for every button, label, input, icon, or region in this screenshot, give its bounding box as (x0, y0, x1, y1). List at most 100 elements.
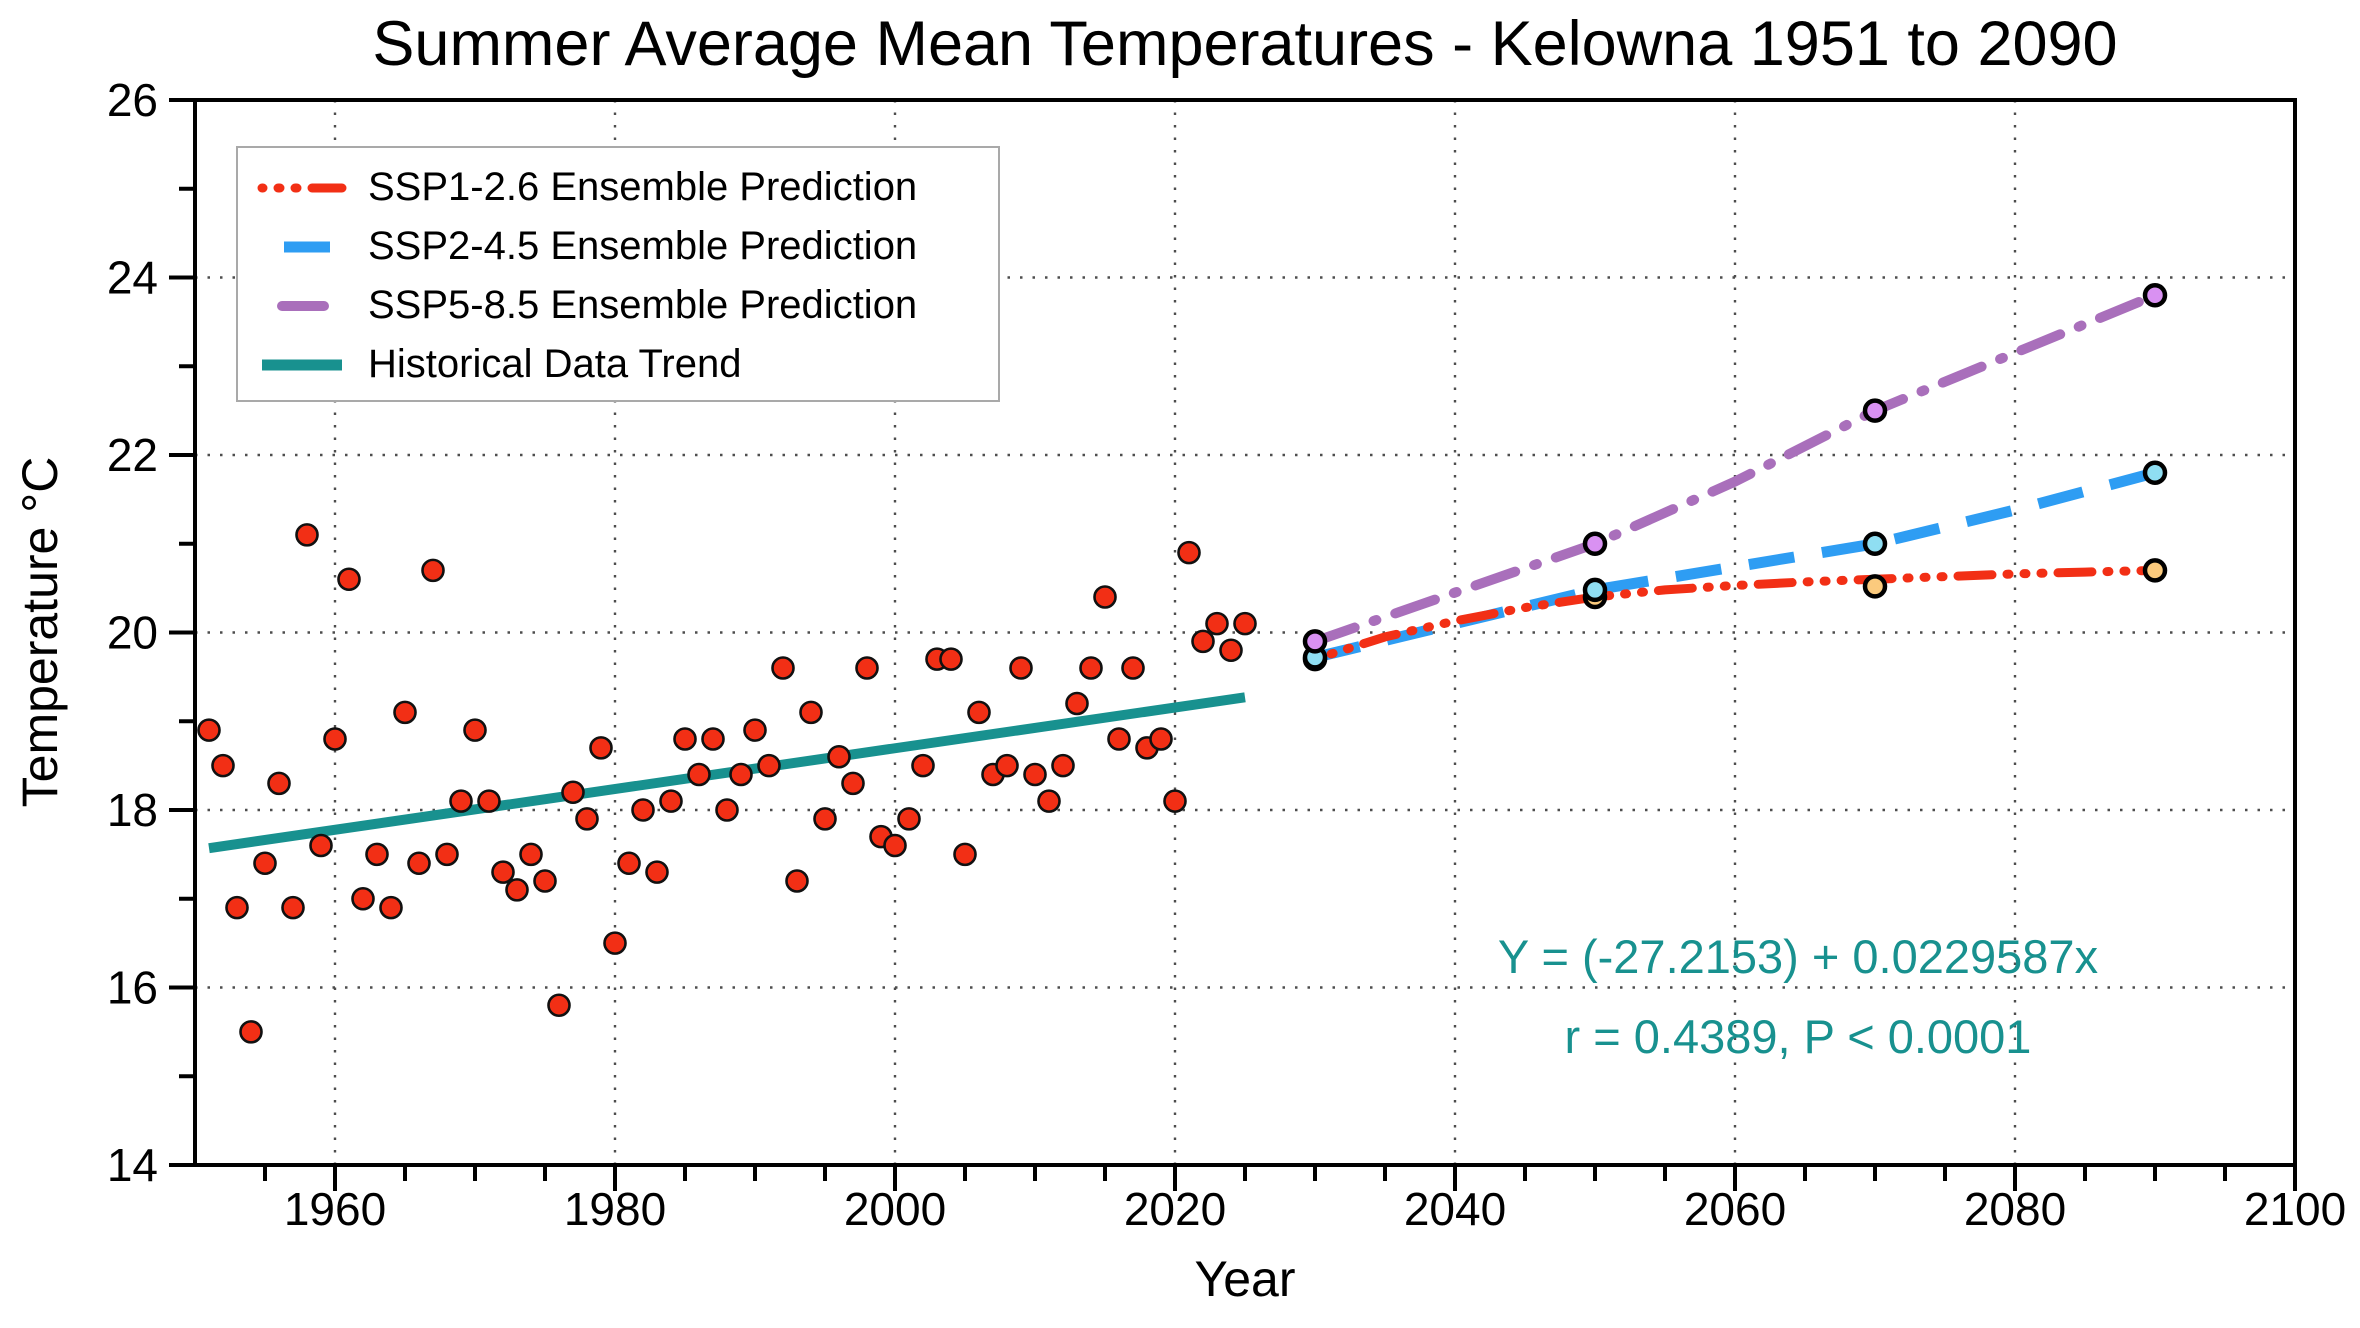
scatter-point (827, 744, 851, 769)
chart-title: Summer Average Mean Temperatures - Kelow… (372, 9, 2118, 79)
scatter-point (225, 895, 249, 920)
scatter-point (645, 860, 669, 884)
y-tick-label: 18 (107, 784, 158, 836)
scatter-point (1065, 691, 1089, 716)
x-tick-label: 1960 (284, 1183, 386, 1235)
scatter-point (631, 798, 655, 822)
x-tick-label: 2040 (1404, 1183, 1506, 1235)
scatter-point (351, 886, 375, 911)
scatter-point (743, 718, 767, 742)
prediction-marker (1862, 574, 1888, 599)
scatter-point (701, 727, 725, 751)
scatter-point (211, 753, 235, 778)
scatter-point (995, 753, 1019, 778)
legend-item-ssp2-45: SSP2-4.5 Ensemble Prediction (256, 217, 998, 276)
scatter-point (883, 833, 907, 858)
y-tick-label: 20 (107, 607, 158, 659)
prediction-marker (2142, 460, 2168, 485)
scatter-point (1051, 753, 1075, 778)
trend-correlation-text: r = 0.4389, P < 0.0001 (1564, 1010, 2032, 1063)
legend-item-ssp5-85: SSP5-8.5 Ensemble Prediction (256, 276, 998, 335)
scatter-point (841, 771, 865, 796)
scatter-point (729, 762, 753, 787)
y-tick-label: 26 (107, 74, 158, 126)
prediction-marker (1582, 531, 1608, 556)
historical-scatter (197, 523, 1257, 1044)
scatter-point (547, 993, 571, 1018)
scatter-point (323, 727, 347, 751)
scatter-point (1191, 629, 1215, 654)
scatter-point (1205, 611, 1229, 636)
prediction-line (1310, 290, 2160, 647)
historical-trend-line (208, 692, 1246, 854)
legend-item-label: SSP2-4.5 Ensemble Prediction (368, 224, 918, 268)
scatter-point (561, 780, 585, 805)
x-tick-label: 2080 (1964, 1183, 2066, 1235)
scatter-point (673, 727, 697, 751)
scatter-point (939, 647, 963, 671)
trend-equation-text: Y = (-27.2153) + 0.0229587x (1497, 930, 2099, 983)
x-tick-label: 2060 (1684, 1183, 1786, 1235)
scatter-point (1149, 727, 1173, 751)
scatter-point (267, 771, 291, 796)
scatter-point (1219, 638, 1243, 663)
scatter-point (295, 523, 319, 547)
scatter-point (785, 869, 809, 893)
legend-item-ssp1-26: SSP1-2.6 Ensemble Prediction (256, 158, 998, 217)
scatter-point (603, 931, 627, 955)
scatter-point (897, 807, 921, 831)
legend-box: SSP1-2.6 Ensemble Prediction SSP2-4.5 Ens… (236, 146, 1000, 402)
scatter-point (687, 762, 711, 787)
scatter-point (1121, 656, 1145, 680)
scatter-point (659, 789, 683, 813)
scatter-point (757, 753, 781, 778)
scatter-point (407, 851, 431, 876)
scatter-point (1037, 789, 1061, 813)
scatter-point (505, 878, 529, 902)
legend-swatch-ssp1-26-icon (257, 183, 347, 192)
scatter-point (617, 851, 641, 876)
y-tick-label: 24 (107, 252, 158, 304)
prediction-marker (1862, 531, 1888, 556)
prediction-marker (2142, 558, 2168, 583)
scatter-point (813, 807, 837, 831)
scatter-point (449, 789, 473, 813)
scatter-point (855, 656, 879, 680)
axis-ticks (169, 98, 2297, 1191)
scatter-point (1163, 789, 1187, 813)
scatter-point (1107, 727, 1131, 751)
legend-swatch-ssp5-85-icon (257, 300, 347, 311)
legend-swatch-ssp2-45-icon (262, 241, 342, 252)
scatter-point (1079, 656, 1103, 680)
legend-item-historical-trend: Historical Data Trend (256, 335, 998, 394)
scatter-point (309, 833, 333, 858)
scatter-point (967, 700, 991, 725)
x-axis-label: Year (1194, 1251, 1296, 1307)
x-tick-label: 2000 (844, 1183, 946, 1235)
scatter-point (1233, 611, 1257, 636)
scatter-point (435, 842, 459, 867)
scatter-point (1177, 540, 1201, 565)
scatter-point (379, 895, 403, 920)
scatter-point (393, 700, 417, 725)
legend-item-label: SSP1-2.6 Ensemble Prediction (368, 165, 918, 209)
scatter-point (253, 851, 277, 876)
scatter-point (1093, 585, 1117, 609)
scatter-point (533, 869, 557, 893)
scatter-point (477, 789, 501, 813)
x-tick-label: 2020 (1124, 1183, 1226, 1235)
scatter-point (519, 842, 543, 867)
prediction-marker (1302, 629, 1328, 654)
scatter-point (575, 807, 599, 831)
scatter-point (197, 718, 221, 742)
trend-annotation: Y = (-27.2153) + 0.0229587x r = 0.4389, … (1435, 917, 2161, 1077)
scatter-point (239, 1020, 263, 1044)
legend-swatch-historical-trend-icon (262, 359, 342, 370)
scatter-point (491, 860, 515, 884)
x-tick-label: 1980 (564, 1183, 666, 1235)
y-tick-label: 22 (107, 429, 158, 481)
y-axis-label: Temperature °C (12, 456, 68, 808)
scatter-point (365, 842, 389, 867)
